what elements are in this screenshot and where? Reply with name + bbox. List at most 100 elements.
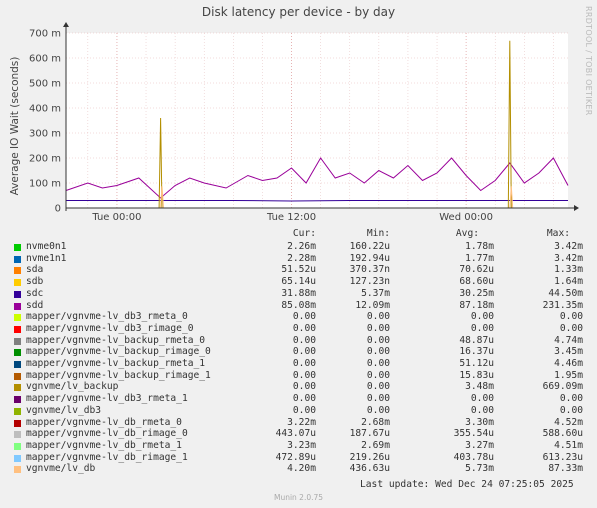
legend-value-avg: 87.18m <box>459 299 494 311</box>
legend-value-max: 0.00 <box>559 311 583 323</box>
legend-swatch <box>14 361 21 368</box>
legend-value-max: 0.00 <box>559 322 583 334</box>
legend-swatch <box>14 279 21 287</box>
legend-value-cur: 51.52u <box>281 264 316 276</box>
legend-value-avg: 1.78m <box>465 241 494 252</box>
legend-value-cur: 472.89u <box>275 451 316 463</box>
legend-swatch <box>14 407 21 415</box>
legend-row: nvme0n1 2.26m 160.22u 1.78m 3.42m <box>0 241 597 253</box>
legend-series-name: sdc <box>26 287 44 299</box>
legend-series-name: vgnvme/lv_backup <box>26 381 119 393</box>
legend-swatch <box>14 372 21 380</box>
legend-value-cur: 0.00 <box>292 334 316 346</box>
legend-series-name: sdd <box>26 299 44 311</box>
munin-version: Munin 2.0.75 <box>273 493 324 502</box>
legend-row: mapper/vgnvme-lv_backup_rmeta_1 0.00 0.00 5… <box>0 358 597 370</box>
legend-value-avg: 3.27m <box>465 439 494 451</box>
legend-series-name: vgnvme/lv_db <box>26 463 96 475</box>
legend-row: mapper/vgnvme-lv_db3_rmeta_1 0.00 0.00 0.00… <box>0 393 597 405</box>
legend-series-name: mapper/vgnvme-lv_db3_rmeta_0 <box>26 311 188 323</box>
legend-value-max: 231.35m <box>542 299 583 311</box>
chart-plot: 0 100 m 200 m 300 m 400 m 500 m 600 m 700 m Tue … <box>29 22 579 223</box>
legend-swatch <box>14 314 21 322</box>
y-tick-label: 600 m <box>29 54 61 65</box>
legend-value-min: 0.00 <box>366 369 390 381</box>
legend-value-cur: 3.23m <box>287 439 316 451</box>
legend-value-cur: 3.22m <box>287 416 316 428</box>
legend-value-max: 613.23u <box>542 451 583 463</box>
legend-series-name: mapper/vgnvme-lv_backup_rmeta_0 <box>26 334 206 346</box>
legend-row: nvme1n1 2.28m 192.94u 1.77m 3.42m <box>0 253 597 265</box>
legend-value-cur: 4.20m <box>287 463 316 475</box>
legend-value-min: 219.26u <box>349 451 390 463</box>
legend-value-min: 2.69m <box>361 439 390 451</box>
legend-value-cur: 0.00 <box>292 381 316 393</box>
legend-swatch <box>14 267 21 275</box>
legend-value-avg: 355.54u <box>453 428 494 440</box>
legend-value-cur: 2.28m <box>287 252 316 264</box>
legend-value-avg: 0.00 <box>470 311 494 323</box>
legend-value-cur: 0.00 <box>292 369 316 381</box>
legend-value-max: 4.46m <box>554 358 583 369</box>
legend-value-max: 3.45m <box>554 346 583 358</box>
legend-value-avg: 30.25m <box>459 287 494 299</box>
legend-value-min: 192.94u <box>349 252 390 264</box>
legend-series-name: mapper/vgnvme-lv_db3_rmeta_1 <box>26 393 188 405</box>
legend-row: vgnvme/lv_db 4.20m 436.63u 5.73m 87.33m <box>0 463 597 475</box>
legend-row: mapper/vgnvme-lv_db_rmeta_1 3.23m 2.69m 3.2… <box>0 440 597 452</box>
legend-series-name: mapper/vgnvme-lv_db3_rimage_0 <box>26 322 194 334</box>
legend-value-min: 0.00 <box>366 334 390 346</box>
series-group <box>65 40 569 209</box>
legend-row: mapper/vgnvme-lv_db3_rimage_0 0.00 0.00 0.0… <box>0 323 597 335</box>
legend-row: mapper/vgnvme-lv_backup_rmeta_0 0.00 0.00 4… <box>0 335 597 347</box>
legend-value-min: 0.00 <box>366 358 390 369</box>
legend-value-min: 0.00 <box>366 322 390 334</box>
legend-value-max: 4.51m <box>554 439 583 451</box>
legend-value-avg: 51.12u <box>459 358 494 369</box>
legend-value-max: 44.50m <box>548 287 583 299</box>
legend-value-min: 0.00 <box>366 381 390 393</box>
y-tick-label: 0 <box>55 204 61 215</box>
y-tick-label: 100 m <box>29 179 61 190</box>
legend-series-name: sda <box>26 264 44 276</box>
legend-value-avg: 0.00 <box>470 393 494 405</box>
legend-swatch <box>14 325 21 333</box>
legend-series-name: mapper/vgnvme-lv_backup_rimage_0 <box>26 346 211 358</box>
rrdtool-credit: RRDTOOL / TOBI OETIKER <box>584 6 593 116</box>
legend-value-min: 0.00 <box>366 346 390 358</box>
legend-value-cur: 0.00 <box>292 404 316 416</box>
legend-series-name: mapper/vgnvme-lv_backup_rmeta_1 <box>26 358 206 369</box>
legend-value-cur: 0.00 <box>292 393 316 405</box>
legend-value-avg: 68.60u <box>459 276 494 288</box>
legend-value-cur: 0.00 <box>292 358 316 369</box>
legend-value-avg: 1.77m <box>465 252 494 264</box>
legend-value-cur: 0.00 <box>292 346 316 358</box>
legend-header-max: Max: <box>546 228 570 239</box>
legend-row: mapper/vgnvme-lv_backup_rimage_1 0.00 0.00… <box>0 370 597 382</box>
axes: 0 100 m 200 m 300 m 400 m 500 m 600 m 700 m Tue … <box>29 22 579 223</box>
legend-value-cur: 31.88m <box>281 287 316 299</box>
legend-series-name: mapper/vgnvme-lv_backup_rimage_1 <box>26 369 211 381</box>
legend-value-avg: 3.30m <box>465 416 494 428</box>
legend-value-cur: 65.14u <box>281 276 316 288</box>
legend-swatch <box>14 454 21 462</box>
legend-swatch <box>14 384 21 392</box>
y-tick-label: 400 m <box>29 104 61 115</box>
series-line-sdd <box>65 157 569 199</box>
legend-value-min: 2.68m <box>361 416 390 428</box>
x-tick-label: Tue 12:00 <box>266 212 316 223</box>
legend-value-avg: 15.83u <box>459 369 494 381</box>
legend-series-name: vgnvme/lv_db3 <box>26 404 102 416</box>
legend-header-min: Min: <box>366 228 390 239</box>
legend-value-max: 3.42m <box>554 241 583 252</box>
legend-value-avg: 70.62u <box>459 264 494 276</box>
legend-value-cur: 2.26m <box>287 241 316 252</box>
legend-swatch <box>14 244 21 251</box>
legend-value-max: 4.52m <box>554 416 583 428</box>
legend-value-min: 370.37n <box>349 264 390 276</box>
legend-swatch <box>14 302 21 310</box>
legend-row: mapper/vgnvme-lv_db_rmeta_0 3.22m 2.68m 3.3… <box>0 417 597 429</box>
legend-value-min: 160.22u <box>349 241 390 252</box>
legend-value-min: 436.63u <box>349 463 390 475</box>
legend-value-avg: 16.37u <box>459 346 494 358</box>
